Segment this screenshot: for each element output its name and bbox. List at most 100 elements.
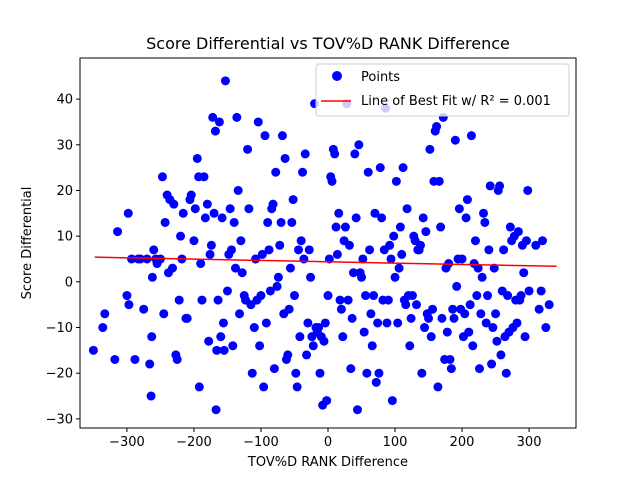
- data-point: [370, 208, 380, 218]
- data-point: [280, 153, 290, 163]
- data-point: [272, 281, 282, 291]
- y-tick-label: 30: [56, 138, 73, 153]
- data-point: [168, 263, 177, 273]
- data-point: [521, 236, 531, 246]
- data-point: [228, 341, 238, 351]
- data-point: [485, 181, 495, 191]
- data-point: [449, 313, 459, 323]
- data-point: [211, 405, 221, 415]
- x-axis-ticks: −300 −200 −100 0 100 200 300: [109, 428, 541, 450]
- data-point: [147, 272, 157, 282]
- data-point: [350, 149, 360, 159]
- data-point: [210, 126, 220, 136]
- x-tick-label: −100: [243, 435, 279, 450]
- data-point: [426, 332, 436, 342]
- data-point: [365, 245, 375, 255]
- data-point: [299, 254, 309, 264]
- data-point: [127, 254, 137, 264]
- data-point: [169, 199, 179, 209]
- data-point: [303, 318, 313, 328]
- y-tick-label: 40: [56, 93, 73, 108]
- data-point: [291, 368, 301, 378]
- data-point: [225, 204, 235, 214]
- data-point: [474, 364, 484, 374]
- data-point: [395, 222, 405, 232]
- data-point: [512, 318, 522, 328]
- data-point: [394, 263, 404, 273]
- data-point: [189, 236, 199, 246]
- data-point: [306, 272, 316, 282]
- data-point: [256, 291, 266, 301]
- data-point: [466, 131, 476, 141]
- y-tick-label: −30: [46, 412, 73, 427]
- data-point: [218, 318, 228, 328]
- data-point: [468, 341, 478, 351]
- scatter-points: [88, 76, 554, 415]
- data-point: [257, 249, 267, 259]
- data-point: [220, 76, 230, 86]
- data-point: [300, 149, 310, 159]
- fit-line-layer: [94, 256, 557, 268]
- data-point: [287, 217, 297, 227]
- data-point: [534, 304, 544, 314]
- data-point: [157, 172, 167, 182]
- data-point: [492, 336, 502, 346]
- data-point: [416, 240, 425, 250]
- data-point: [401, 300, 411, 310]
- x-axis-label: TOV%D RANK Difference: [247, 455, 408, 470]
- data-point: [294, 245, 304, 255]
- data-point: [531, 240, 541, 250]
- data-point: [147, 332, 157, 342]
- data-point: [332, 249, 342, 259]
- data-point: [406, 313, 416, 323]
- data-point: [206, 240, 216, 250]
- data-point: [496, 350, 506, 360]
- data-point: [202, 199, 212, 209]
- y-axis-ticks: −30 −20 −10 0 10 20 30 40: [46, 93, 80, 427]
- data-point: [407, 291, 417, 301]
- data-point: [149, 245, 159, 255]
- data-point: [386, 254, 396, 264]
- data-point: [357, 272, 367, 282]
- legend-points-label: Points: [361, 70, 400, 85]
- x-tick-label: −200: [176, 435, 212, 450]
- data-point: [505, 222, 515, 232]
- legend-box: [315, 63, 570, 117]
- data-point: [371, 377, 381, 387]
- data-point: [176, 231, 186, 241]
- data-point: [194, 382, 204, 392]
- data-point: [330, 149, 340, 159]
- data-point: [481, 318, 491, 328]
- data-point: [437, 313, 447, 323]
- y-tick-label: 0: [65, 275, 73, 290]
- x-tick-label: 200: [450, 435, 475, 450]
- y-tick-label: 20: [56, 184, 73, 199]
- data-point: [489, 263, 499, 273]
- legend: Points Line of Best Fit w/ R² = 0.001: [315, 63, 570, 117]
- data-point: [348, 268, 358, 278]
- data-point: [425, 144, 435, 154]
- data-point: [513, 227, 523, 237]
- data-point: [346, 364, 356, 374]
- data-point: [436, 222, 446, 232]
- data-point: [199, 172, 209, 182]
- data-point: [229, 217, 239, 227]
- data-point: [265, 286, 275, 296]
- data-point: [338, 332, 348, 342]
- data-point: [174, 295, 184, 305]
- data-point: [351, 213, 361, 223]
- data-point: [264, 245, 274, 255]
- data-point: [483, 291, 493, 301]
- data-point: [253, 117, 263, 127]
- data-point: [277, 131, 287, 141]
- data-point: [382, 318, 392, 328]
- data-point: [480, 217, 490, 227]
- data-point: [285, 263, 295, 273]
- data-point: [421, 227, 431, 237]
- data-point: [366, 309, 376, 319]
- data-point: [470, 236, 480, 246]
- data-point: [283, 350, 293, 360]
- data-point: [361, 291, 371, 301]
- y-axis-label: Score Differential: [20, 187, 35, 300]
